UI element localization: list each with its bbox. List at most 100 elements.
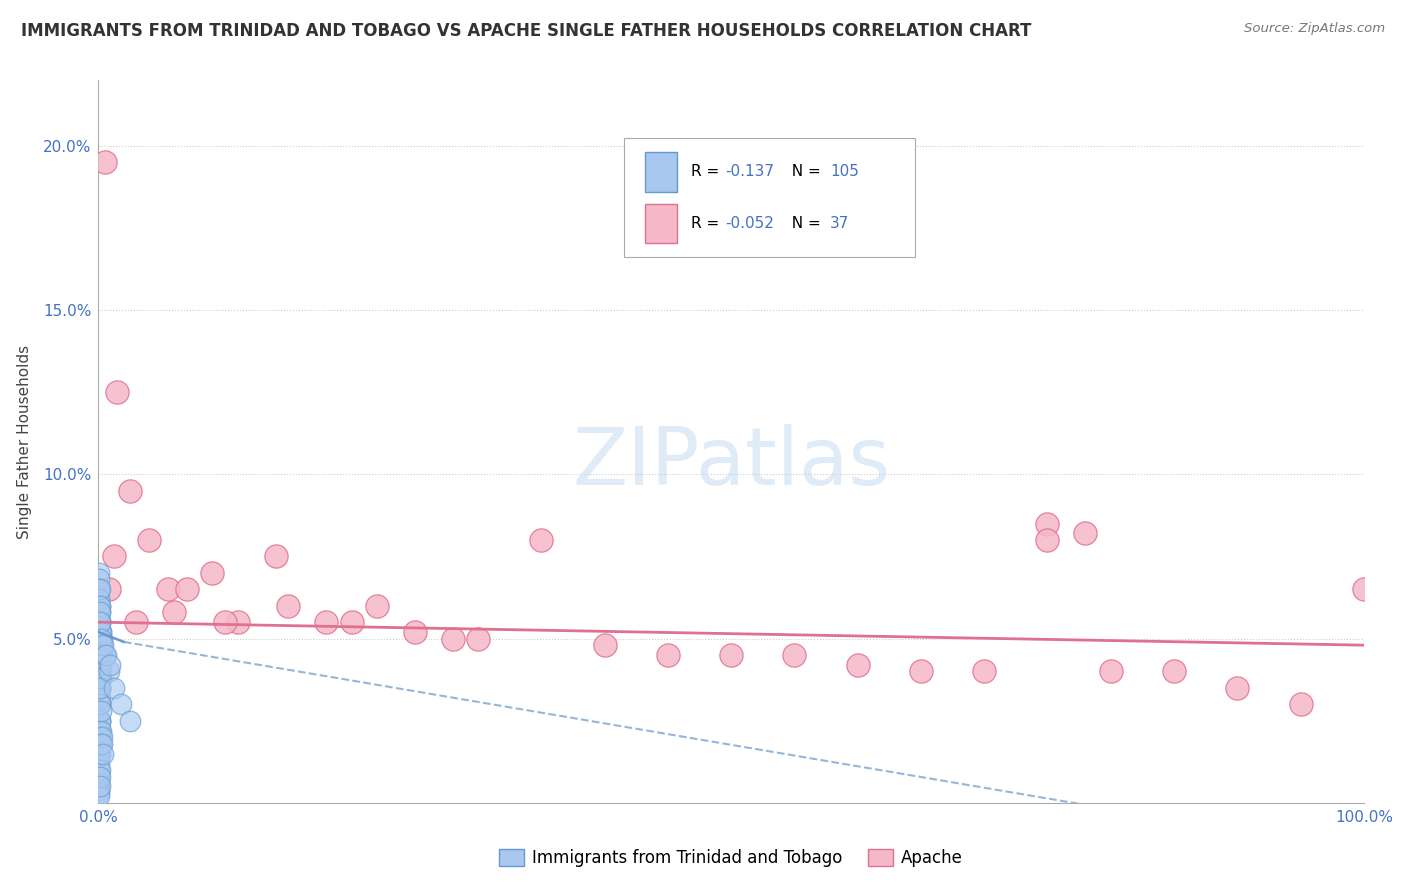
Point	[89, 625, 111, 640]
Point	[90, 648, 112, 662]
Point	[87, 648, 110, 662]
Point	[90, 638, 112, 652]
Point	[90, 704, 112, 718]
Point	[91, 747, 114, 761]
Point	[87, 582, 110, 597]
Point	[87, 665, 110, 679]
Point	[89, 605, 111, 619]
Point	[89, 681, 111, 695]
Point	[87, 763, 110, 777]
Point	[87, 782, 110, 797]
Point	[89, 665, 111, 679]
Text: -0.137: -0.137	[725, 164, 773, 179]
Point	[89, 671, 111, 685]
Text: IMMIGRANTS FROM TRINIDAD AND TOBAGO VS APACHE SINGLE FATHER HOUSEHOLDS CORRELATI: IMMIGRANTS FROM TRINIDAD AND TOBAGO VS A…	[21, 22, 1032, 40]
Point	[103, 681, 125, 695]
Point	[91, 648, 114, 662]
Point	[1036, 533, 1059, 547]
Point	[90, 730, 112, 744]
Point	[1289, 698, 1312, 712]
Point	[163, 605, 186, 619]
Point	[201, 566, 224, 580]
Point	[89, 756, 111, 771]
Point	[89, 714, 111, 728]
Point	[89, 592, 111, 607]
Text: -0.052: -0.052	[725, 216, 773, 231]
Point	[87, 625, 110, 640]
Point	[89, 698, 111, 712]
Point	[89, 599, 111, 613]
Text: N =: N =	[782, 164, 825, 179]
Point	[89, 615, 111, 630]
Point	[89, 665, 111, 679]
Point	[87, 681, 110, 695]
Point	[89, 747, 111, 761]
Point	[89, 632, 111, 646]
Point	[89, 599, 111, 613]
Point	[264, 549, 287, 564]
Point	[89, 763, 111, 777]
Point	[120, 483, 141, 498]
Point	[1226, 681, 1249, 695]
Point	[87, 770, 110, 784]
Point	[87, 786, 110, 800]
Point	[93, 155, 117, 169]
Point	[97, 582, 120, 597]
Point	[89, 681, 111, 695]
Point	[89, 723, 111, 738]
Point	[89, 632, 111, 646]
Point	[89, 648, 111, 662]
Point	[366, 599, 388, 613]
Point	[89, 665, 111, 679]
Point	[89, 657, 111, 672]
Point	[467, 632, 489, 646]
Point	[1074, 526, 1097, 541]
Legend: Immigrants from Trinidad and Tobago, Apache: Immigrants from Trinidad and Tobago, Apa…	[492, 842, 970, 874]
Point	[657, 648, 679, 662]
Point	[91, 737, 114, 751]
Point	[90, 632, 112, 646]
Point	[90, 737, 112, 751]
Point	[910, 665, 932, 679]
Point	[89, 605, 111, 619]
Point	[87, 582, 110, 597]
Point	[89, 599, 111, 613]
Point	[93, 648, 117, 662]
Text: 105: 105	[830, 164, 859, 179]
Point	[176, 582, 198, 597]
Text: R =: R =	[690, 216, 724, 231]
Text: 37: 37	[830, 216, 849, 231]
Point	[89, 615, 111, 630]
Point	[89, 632, 111, 646]
Point	[138, 533, 160, 547]
Point	[87, 698, 110, 712]
Point	[89, 780, 111, 794]
Point	[89, 638, 111, 652]
Point	[593, 638, 616, 652]
Point	[87, 605, 110, 619]
Point	[89, 582, 111, 597]
Point	[89, 648, 111, 662]
Point	[226, 615, 249, 630]
Point	[530, 533, 553, 547]
Point	[120, 714, 141, 728]
Point	[87, 776, 110, 790]
Point	[1099, 665, 1122, 679]
Point	[89, 605, 111, 619]
Point	[90, 723, 112, 738]
Point	[89, 592, 111, 607]
Point	[87, 599, 110, 613]
Text: Source: ZipAtlas.com: Source: ZipAtlas.com	[1244, 22, 1385, 36]
Point	[87, 681, 110, 695]
Point	[87, 615, 110, 630]
Point	[87, 632, 110, 646]
Point	[89, 690, 111, 705]
FancyBboxPatch shape	[623, 138, 914, 257]
Point	[720, 648, 742, 662]
Point	[87, 657, 110, 672]
Point	[103, 549, 125, 564]
Point	[441, 632, 464, 646]
Point	[87, 671, 110, 685]
Bar	[645, 203, 676, 244]
Point	[91, 638, 114, 652]
